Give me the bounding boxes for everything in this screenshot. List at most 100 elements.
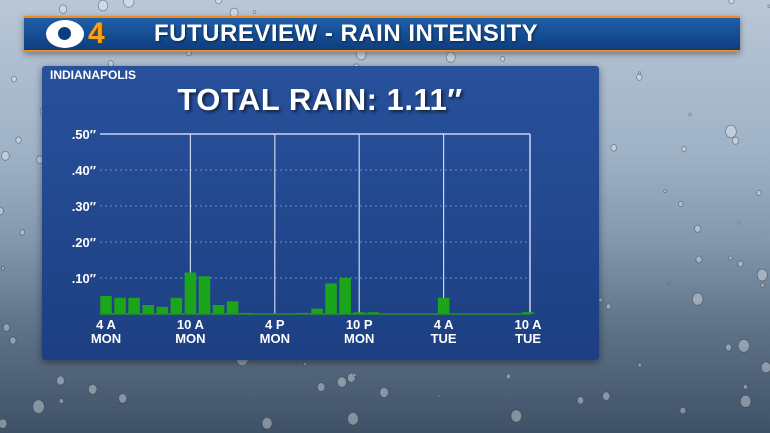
raindrop (663, 189, 668, 194)
raindrop (346, 372, 356, 383)
raindrop (737, 260, 744, 268)
rain-bar (226, 301, 239, 314)
raindrop (510, 409, 523, 423)
raindrop (252, 10, 257, 14)
cbs-eye-icon (46, 20, 84, 48)
raindrop (1, 150, 10, 161)
rain-bar (142, 305, 154, 314)
raindrop (760, 361, 770, 374)
y-tick-label: .30″ (72, 199, 96, 214)
rain-bar (198, 276, 211, 314)
raindrop (9, 336, 17, 345)
x-tick-sublabel: TUE (515, 331, 541, 346)
rain-bar (311, 308, 323, 314)
raindrop (725, 124, 737, 139)
raindrop (261, 416, 273, 430)
raindrop (58, 398, 64, 404)
raindrop (637, 362, 642, 368)
raindrop (0, 206, 4, 216)
raindrop (688, 112, 692, 117)
rain-bar (353, 312, 365, 314)
rain-bar (367, 312, 380, 314)
raindrop (737, 338, 750, 353)
raindrop (737, 221, 741, 225)
raindrop (695, 255, 703, 264)
x-tick-label: 10 A (177, 317, 205, 332)
raindrop (336, 376, 347, 388)
raindrop (56, 375, 65, 386)
page-title: FUTUREVIEW - RAIN INTENSITY (154, 20, 539, 47)
rain-bar (325, 283, 337, 314)
rain-bar (114, 297, 126, 314)
raindrop (19, 229, 26, 236)
raindrop (636, 73, 643, 81)
rain-bar (156, 306, 169, 314)
raindrop (724, 343, 732, 352)
y-tick-label: .20″ (72, 235, 96, 250)
raindrop (0, 418, 8, 429)
raindrop (728, 255, 733, 261)
raindrop (760, 282, 765, 288)
title-banner: 4 FUTUREVIEW - RAIN INTENSITY (24, 16, 740, 52)
rain-bar (100, 296, 112, 314)
raindrop (637, 71, 642, 75)
raindrop (123, 0, 135, 8)
x-tick-label: 10 A (515, 317, 543, 332)
raindrop (0, 266, 5, 271)
rain-bar (170, 297, 183, 314)
raindrop (728, 0, 735, 5)
raindrop (303, 362, 308, 367)
raindrop (87, 383, 98, 395)
raindrop (437, 393, 441, 398)
rain-bar (339, 278, 351, 314)
station-logo: 4 (46, 19, 134, 49)
raindrop (756, 190, 762, 196)
x-tick-sublabel: MON (175, 331, 205, 346)
rain-bar (437, 297, 450, 314)
raindrop (576, 396, 585, 405)
raindrop (679, 406, 687, 415)
raindrop (742, 383, 749, 390)
raindrop (678, 200, 684, 207)
total-rain-label: TOTAL RAIN: 1.11″ (177, 82, 463, 117)
raindrop (602, 391, 611, 401)
rain-bar (128, 297, 140, 314)
raindrop (694, 224, 702, 233)
raindrop (681, 146, 687, 153)
raindrop (610, 143, 618, 152)
x-tick-sublabel: MON (344, 331, 374, 346)
location-label: INDIANAPOLIS (50, 68, 137, 82)
logo-number: 4 (88, 17, 105, 50)
y-tick-label: .40″ (72, 163, 96, 178)
x-tick-sublabel: TUE (431, 331, 457, 346)
x-tick-sublabel: MON (260, 331, 290, 346)
raindrop (739, 394, 752, 408)
x-tick-label: 4 P (265, 317, 285, 332)
raindrop (118, 393, 128, 404)
rain-bar (212, 305, 225, 314)
x-tick-label: 4 A (96, 317, 116, 332)
raindrop (347, 412, 359, 426)
raindrop (379, 387, 389, 398)
raindrop (97, 0, 109, 12)
raindrop (756, 268, 768, 282)
x-tick-label: 4 A (434, 317, 454, 332)
rain-bar (522, 312, 534, 314)
raindrop (767, 4, 770, 8)
raindrop (667, 281, 671, 285)
raindrop (352, 372, 357, 378)
raindrop (11, 75, 17, 83)
x-tick-label: 10 P (346, 317, 373, 332)
raindrop (505, 373, 511, 380)
raindrop (15, 136, 22, 144)
raindrop (691, 292, 704, 306)
raindrop (32, 399, 45, 414)
raindrop (2, 323, 11, 332)
x-tick-sublabel: MON (91, 331, 121, 346)
y-tick-label: .50″ (72, 127, 96, 142)
raindrop (731, 136, 740, 145)
raindrop (500, 56, 506, 62)
raindrop (316, 382, 326, 392)
raindrop (605, 303, 612, 310)
